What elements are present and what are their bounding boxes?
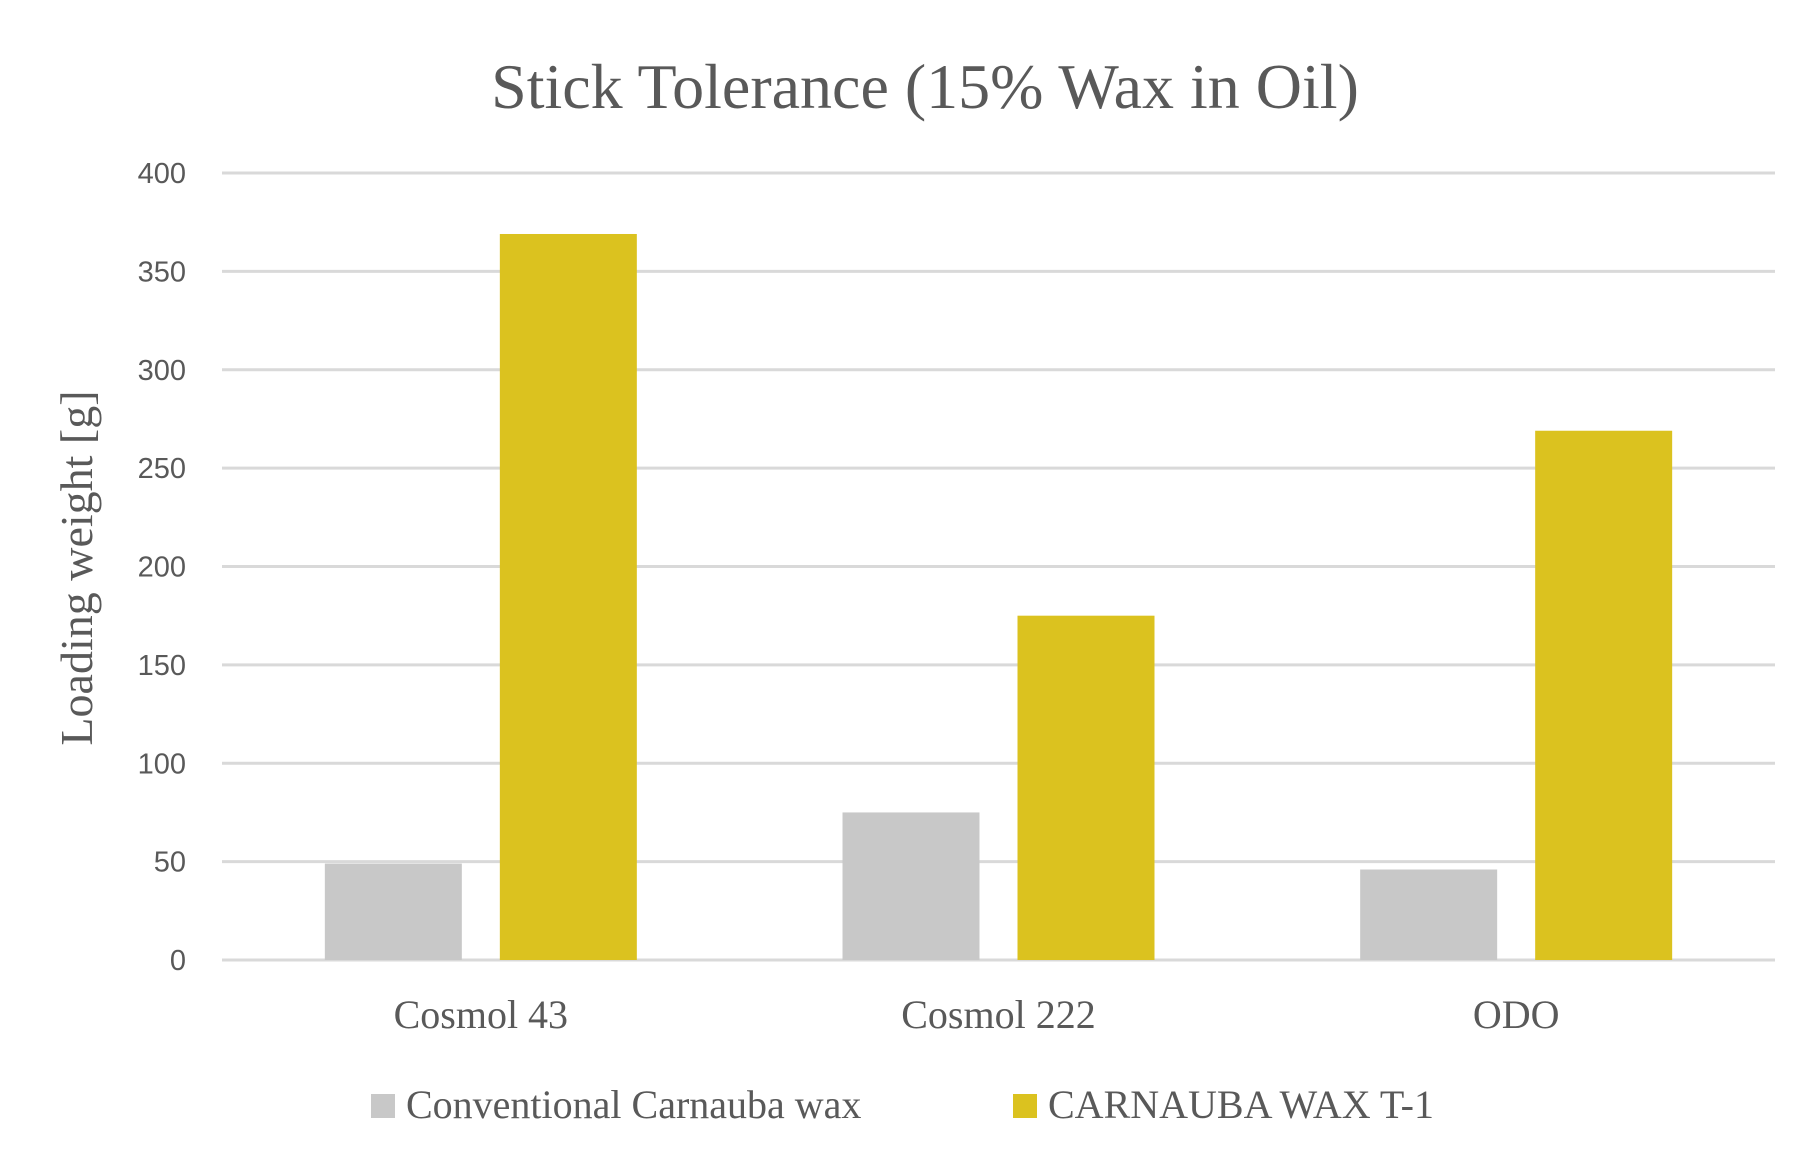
y-tick-label: 250	[138, 453, 186, 485]
y-axis-ticks: 0 50 100 150 200 250 300 350 400	[138, 158, 186, 977]
bar-t1-0	[499, 233, 637, 960]
bar-conventional-0	[324, 863, 462, 960]
y-tick-label: 0	[170, 945, 186, 977]
bar-conventional-1	[842, 812, 980, 960]
y-axis-label: Loading weight [g]	[51, 390, 102, 745]
bar-conventional-2	[1360, 869, 1498, 960]
legend-swatch	[371, 1094, 395, 1118]
y-tick-label: 200	[138, 552, 186, 584]
x-tick-label: Cosmol 43	[394, 992, 568, 1037]
x-tick-label: Cosmol 222	[901, 992, 1095, 1037]
y-tick-label: 100	[138, 748, 186, 780]
y-tick-label: 50	[154, 847, 186, 879]
y-tick-label: 300	[138, 355, 186, 387]
legend: Conventional Carnauba wax CARNAUBA WAX T-…	[371, 1082, 1434, 1127]
y-tick-label: 150	[138, 650, 186, 682]
legend-label: CARNAUBA WAX T-1	[1048, 1082, 1434, 1127]
legend-label: Conventional Carnauba wax	[406, 1082, 861, 1127]
chart-title: Stick Tolerance (15% Wax in Oil)	[491, 51, 1359, 122]
x-axis-ticks: Cosmol 43 Cosmol 222 ODO	[394, 992, 1560, 1037]
bar-t1-1	[1017, 615, 1155, 960]
bars	[324, 233, 1673, 960]
legend-swatch	[1013, 1094, 1037, 1118]
y-tick-label: 350	[138, 256, 186, 288]
bar-t1-2	[1535, 430, 1673, 960]
x-tick-label: ODO	[1473, 992, 1560, 1037]
y-tick-label: 400	[138, 158, 186, 190]
gridlines	[222, 171, 1775, 962]
